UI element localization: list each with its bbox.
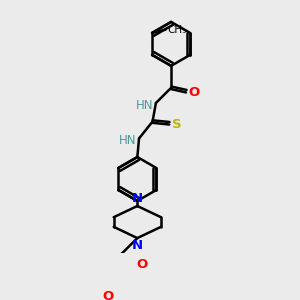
Text: O: O bbox=[136, 258, 148, 271]
Text: CH₃: CH₃ bbox=[167, 25, 187, 34]
Text: O: O bbox=[189, 85, 200, 98]
Text: N: N bbox=[132, 239, 143, 252]
Text: S: S bbox=[172, 118, 182, 130]
Text: N: N bbox=[132, 192, 143, 205]
Text: O: O bbox=[102, 290, 113, 300]
Text: HN: HN bbox=[119, 134, 136, 148]
Text: HN: HN bbox=[136, 99, 153, 112]
